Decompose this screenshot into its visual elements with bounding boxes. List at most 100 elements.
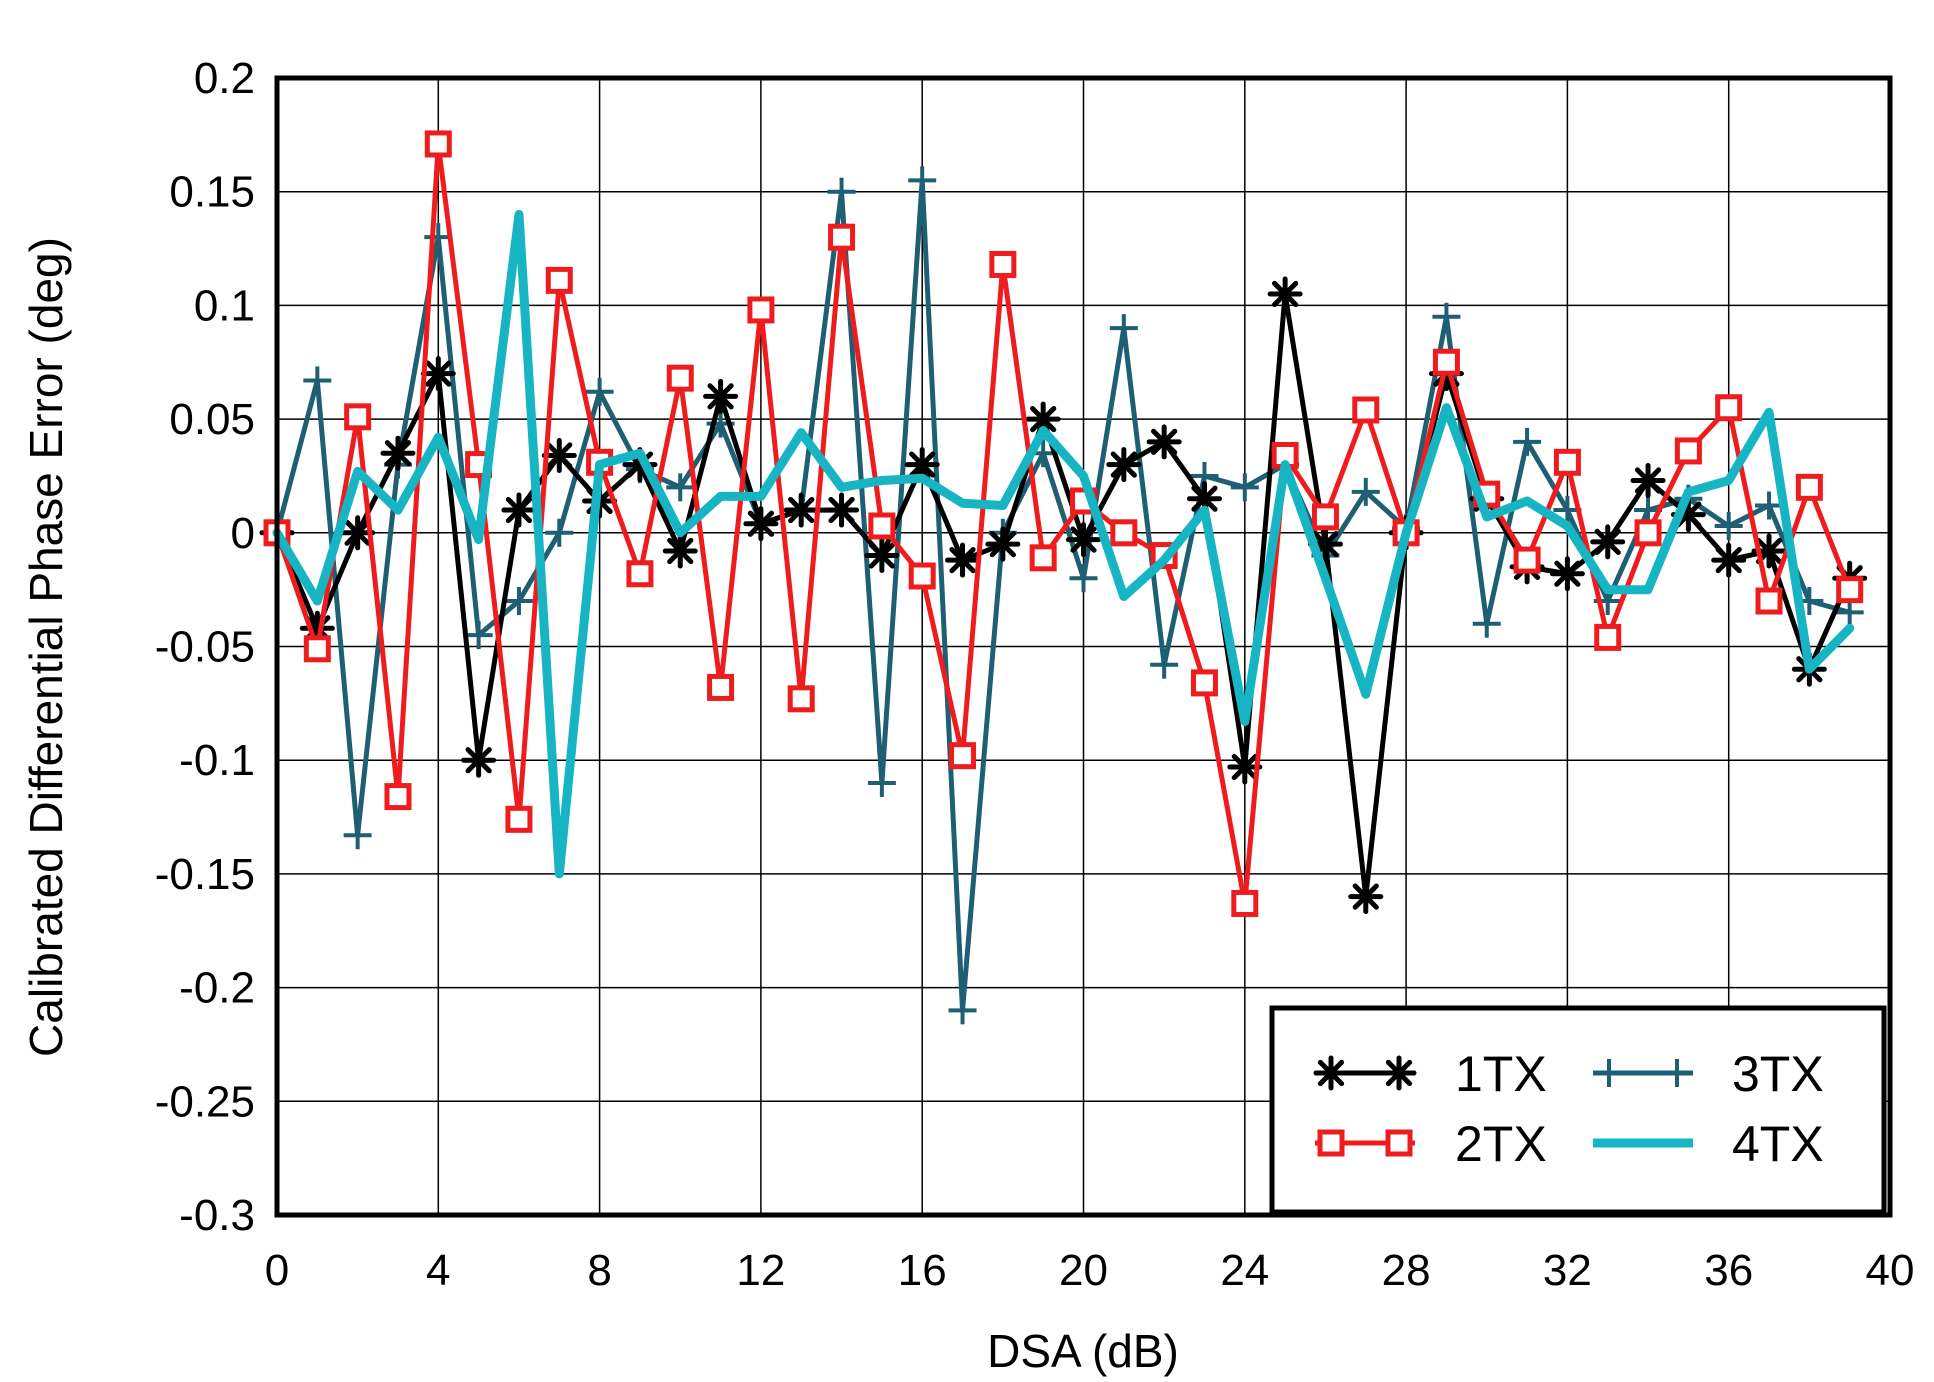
legend-box xyxy=(1269,1005,1887,1215)
point-1TX xyxy=(909,451,936,478)
point-2TX xyxy=(1029,544,1057,572)
y-tick-label: 0 xyxy=(231,509,255,558)
x-tick-label: 32 xyxy=(1543,1246,1592,1295)
point-1TX xyxy=(1594,528,1621,556)
point-1TX xyxy=(667,537,694,565)
legend-marker-2TX xyxy=(1317,1129,1345,1157)
point-2TX xyxy=(1432,348,1460,376)
y-tick-label: -0.1 xyxy=(179,736,255,785)
point-1TX xyxy=(1554,560,1581,587)
y-tick-label: 0.2 xyxy=(194,54,255,103)
point-1TX xyxy=(1191,485,1218,512)
legend-label-2TX: 2TX xyxy=(1455,1116,1547,1172)
legend-marker-2TX xyxy=(1385,1129,1413,1157)
legend-marker-1TX xyxy=(1317,1059,1345,1087)
point-2TX xyxy=(1634,519,1662,547)
point-1TX xyxy=(949,546,976,574)
point-2TX xyxy=(344,403,372,431)
point-2TX xyxy=(989,250,1017,278)
point-2TX xyxy=(1836,576,1864,604)
point-2TX xyxy=(949,742,977,770)
legend-item-3TX: 3TX xyxy=(1593,1046,1824,1102)
legend-item-1TX: 1TX xyxy=(1313,1046,1547,1102)
point-2TX xyxy=(908,562,936,590)
y-axis-title: Calibrated Differential Phase Error (deg… xyxy=(20,237,72,1057)
point-2TX xyxy=(303,635,331,663)
point-2TX xyxy=(868,512,896,540)
point-1TX xyxy=(1151,428,1178,455)
point-2TX xyxy=(1715,394,1743,422)
point-1TX xyxy=(1110,451,1137,478)
point-2TX xyxy=(1674,437,1702,465)
legend-item-2TX: 2TX xyxy=(1315,1116,1547,1172)
point-1TX xyxy=(505,496,533,524)
series-1TX xyxy=(259,276,1868,915)
point-2TX xyxy=(828,223,856,251)
point-2TX xyxy=(1513,546,1541,574)
point-2TX xyxy=(545,266,573,294)
point-1TX xyxy=(1231,753,1258,781)
point-1TX xyxy=(868,542,895,569)
point-1TX xyxy=(1352,883,1379,910)
point-2TX xyxy=(787,685,815,713)
point-2TX xyxy=(1190,669,1218,697)
x-tick-label: 24 xyxy=(1220,1246,1269,1295)
point-1TX xyxy=(788,496,815,524)
legend-label-3TX: 3TX xyxy=(1732,1046,1824,1102)
x-tick-label: 4 xyxy=(426,1246,450,1295)
point-1TX xyxy=(989,531,1016,558)
point-1TX xyxy=(707,383,734,410)
point-1TX xyxy=(828,496,855,524)
point-1TX xyxy=(1070,526,1097,553)
legend-label-1TX: 1TX xyxy=(1455,1046,1547,1102)
legend-item-4TX: 4TX xyxy=(1593,1116,1824,1172)
point-2TX xyxy=(1755,587,1783,615)
point-2TX xyxy=(1352,396,1380,424)
point-2TX xyxy=(384,783,412,811)
point-1TX xyxy=(1675,501,1702,528)
series-layer xyxy=(259,130,1868,1025)
y-tick-label: 0.15 xyxy=(169,168,255,217)
point-2TX xyxy=(626,560,654,588)
point-2TX xyxy=(747,296,775,324)
point-2TX xyxy=(505,805,533,833)
x-tick-label: 36 xyxy=(1704,1246,1753,1295)
point-1TX xyxy=(344,519,371,546)
legend: 1TX 2TX 3TX 4TX xyxy=(1269,1005,1887,1215)
y-tick-label: -0.15 xyxy=(155,850,255,899)
y-axis: 0.2 0.15 0.1 0.05 0 -0.05 -0.1 -0.15 -0.2 -0.25 -0… xyxy=(155,54,255,1240)
y-tick-label: -0.2 xyxy=(179,964,255,1013)
y-tick-label: -0.05 xyxy=(155,623,255,672)
point-2TX xyxy=(1795,473,1823,501)
point-1TX xyxy=(747,510,775,537)
point-2TX xyxy=(1110,519,1138,547)
x-tick-label: 28 xyxy=(1382,1246,1431,1295)
point-1TX xyxy=(1030,405,1057,433)
y-tick-label: -0.25 xyxy=(155,1077,255,1126)
x-tick-label: 12 xyxy=(736,1246,785,1295)
series-4TX xyxy=(272,209,1855,879)
plot-frame xyxy=(274,75,1893,1218)
x-tick-label: 0 xyxy=(265,1246,289,1295)
point-1TX xyxy=(1272,280,1299,308)
point-1TX xyxy=(465,747,492,774)
x-tick-label: 16 xyxy=(898,1246,947,1295)
y-tick-label: 0.05 xyxy=(169,395,255,444)
point-1TX xyxy=(546,442,573,469)
point-2TX xyxy=(1231,889,1259,917)
x-tick-label: 8 xyxy=(587,1246,611,1295)
x-axis-title: DSA (dB) xyxy=(987,1325,1179,1377)
legend-marker-1TX xyxy=(1385,1059,1413,1087)
series-line-4TX xyxy=(272,209,1855,879)
y-tick-label: 0.1 xyxy=(194,281,255,330)
point-2TX xyxy=(707,673,735,701)
point-1TX xyxy=(1634,467,1662,494)
x-tick-label: 20 xyxy=(1059,1246,1108,1295)
point-2TX xyxy=(424,130,452,158)
legend-label-4TX: 4TX xyxy=(1732,1116,1824,1172)
point-1TX xyxy=(1715,546,1742,574)
point-2TX xyxy=(1594,623,1622,651)
x-tick-label: 40 xyxy=(1866,1246,1915,1295)
point-1TX xyxy=(384,440,412,467)
